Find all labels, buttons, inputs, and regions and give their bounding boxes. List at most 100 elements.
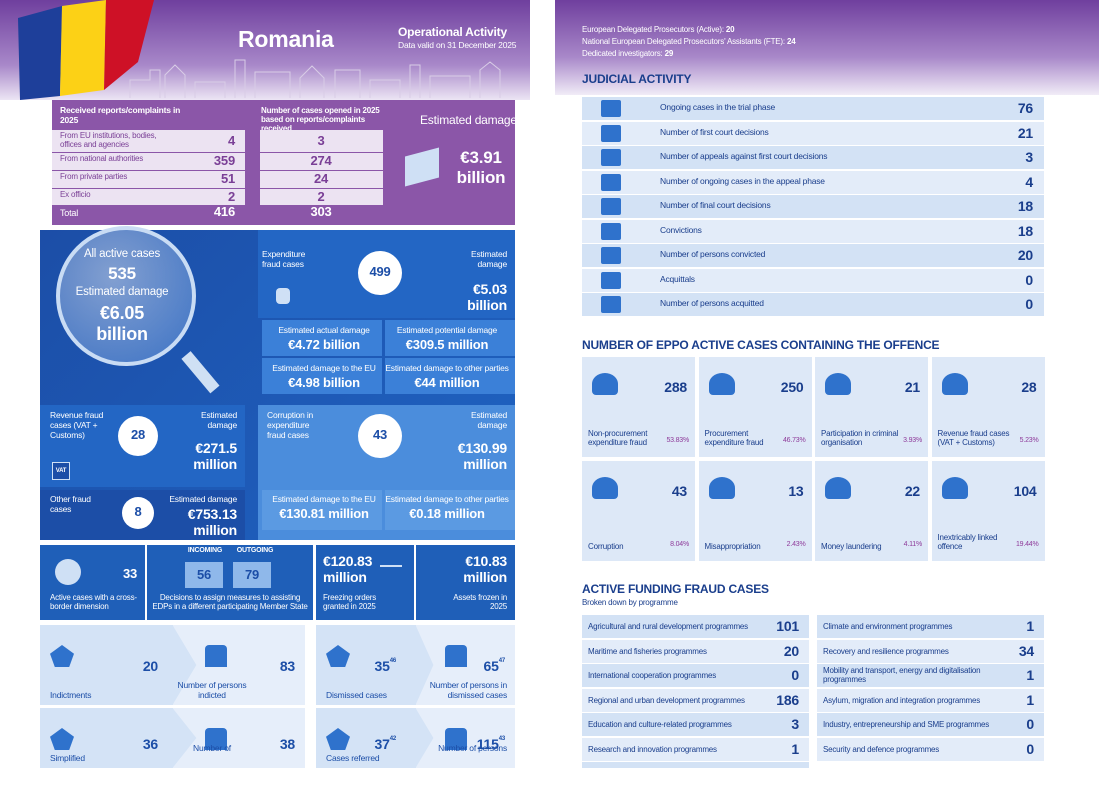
programme-value: 1 [791, 740, 799, 757]
detail-cell [385, 490, 515, 530]
section-title: NUMBER OF EPPO ACTIVE CASES CONTAINING T… [582, 338, 940, 352]
offence-share: 3.93% [903, 437, 922, 444]
right-page: European Delegated Prosecutors (Active):… [555, 0, 1099, 768]
offence-icon [592, 477, 618, 499]
programme-row [817, 688, 1044, 712]
judicial-value: 76 [1017, 100, 1033, 116]
offence-count: 250 [780, 379, 804, 395]
expenditure-damage-label: Estimated damage [471, 249, 507, 269]
persons-icon [205, 728, 227, 750]
persons-count: 38 [235, 736, 295, 752]
detail-label: Estimated potential damage [396, 325, 498, 335]
offence-share: 53.83% [666, 437, 689, 444]
offence-icon [592, 373, 618, 395]
count-circle [358, 251, 402, 295]
judicial-icon [601, 247, 621, 264]
detail-value: €44 million [414, 375, 480, 390]
count-value: 37 [374, 736, 390, 752]
corruption-count: 43 [372, 427, 388, 442]
incoming-label: INCOMING [187, 547, 223, 554]
judicial-row [582, 97, 1044, 120]
offence-icon [941, 373, 968, 395]
detail-value: €4.72 billion [288, 337, 360, 352]
programme-label: Research and innovation programmes [588, 744, 717, 754]
received-count: 2 [227, 188, 235, 204]
footnote: 46 [389, 658, 396, 664]
programme-row [817, 737, 1044, 761]
offence-count: 43 [671, 483, 687, 499]
persons-label: Number of persons [438, 743, 507, 753]
outcome-label: Cases referred [326, 753, 380, 764]
offence-count: 28 [1021, 379, 1037, 395]
judicial-row [582, 195, 1044, 218]
judicial-label: Convictions [660, 224, 702, 235]
country-name: Romania [238, 26, 334, 52]
all-label: All active cases [83, 248, 161, 260]
offence-share: 8.04% [670, 541, 689, 548]
received-cell [52, 153, 245, 170]
other-damage-label: Estimated damage [169, 494, 237, 504]
offence-share: 5.23% [1019, 437, 1039, 444]
offence-icon [825, 477, 851, 499]
report-source: From private parties [60, 172, 128, 181]
received-count: 359 [213, 153, 235, 168]
programme-row [817, 713, 1044, 736]
magnifier-lens [56, 226, 196, 366]
detail-cell [385, 320, 515, 356]
revenue-damage-value: €271.5 million [193, 440, 237, 473]
section-title: JUDICIAL ACTIVITY [582, 72, 692, 86]
header-art [18, 0, 501, 100]
opened-count: 2 [317, 188, 325, 204]
programme-label: Recovery and resilience programmes [823, 646, 949, 656]
outcome-count: 36 [98, 736, 158, 752]
total-label: Total [60, 208, 79, 218]
programme-row [817, 639, 1044, 663]
detail-cell [262, 358, 382, 394]
programme-value: 186 [776, 691, 799, 708]
judicial-label: Ongoing cases in the trial phase [660, 102, 776, 112]
programme-label: Agricultural and rural development progr… [588, 622, 748, 631]
received-title: Received reports/complaints in 2025 [60, 105, 181, 125]
received-cell [52, 130, 245, 152]
programme-row [582, 639, 809, 663]
assist-label: Decisions to assign measures to assistin… [152, 593, 308, 612]
offence-count: 21 [904, 379, 920, 395]
judicial-row [582, 146, 1044, 169]
incoming-count: 56 [196, 567, 212, 582]
offence-label: Revenue fraud cases (VAT + Customs) [937, 428, 1010, 447]
freezing-value: €120.83 million [323, 553, 373, 586]
persons-count: 6547 [445, 658, 506, 674]
count-value: 20 [142, 658, 158, 674]
programme-label: Education and culture-related programmes [588, 720, 732, 729]
programme-row [582, 688, 809, 712]
judicial-value: 0 [1025, 271, 1033, 288]
judicial-row [582, 293, 1044, 316]
offence-count: 288 [664, 379, 687, 395]
outgoing-label: OUTGOING [236, 547, 274, 554]
opened-cell [260, 189, 383, 205]
offence-share: 2.43% [786, 541, 806, 548]
opened-count: 24 [313, 171, 329, 186]
measure-box [316, 545, 414, 620]
report-source: Ex officio [60, 190, 91, 199]
offence-count: 104 [1013, 483, 1037, 499]
offence-label: Participation in criminal organisation [821, 428, 899, 447]
programme-label: Climate and environment programmes [823, 622, 953, 631]
corruption-label: Corruption in expenditure fraud cases [267, 410, 314, 440]
detail-cell [262, 320, 382, 356]
footnote: 42 [389, 736, 396, 742]
offence-label: Misappropriation [704, 541, 761, 551]
offence-count: 22 [904, 483, 920, 499]
opened-cell [260, 171, 383, 188]
report-source: From national authorities [60, 154, 144, 163]
judicial-icon [601, 149, 621, 166]
left-page: Romania Operational Activity Data valid on… [0, 0, 530, 768]
detail-label: Estimated damage to other parties [385, 494, 509, 504]
judicial-row [582, 268, 1044, 292]
outcome-label: Dismissed cases [326, 690, 387, 701]
judicial-label: Number of persons acquitted [660, 298, 764, 308]
detail-label: Estimated damage to the EU [272, 494, 376, 504]
count-value: 38 [279, 736, 295, 752]
section-title: ACTIVE FUNDING FRAUD CASES [582, 582, 769, 596]
